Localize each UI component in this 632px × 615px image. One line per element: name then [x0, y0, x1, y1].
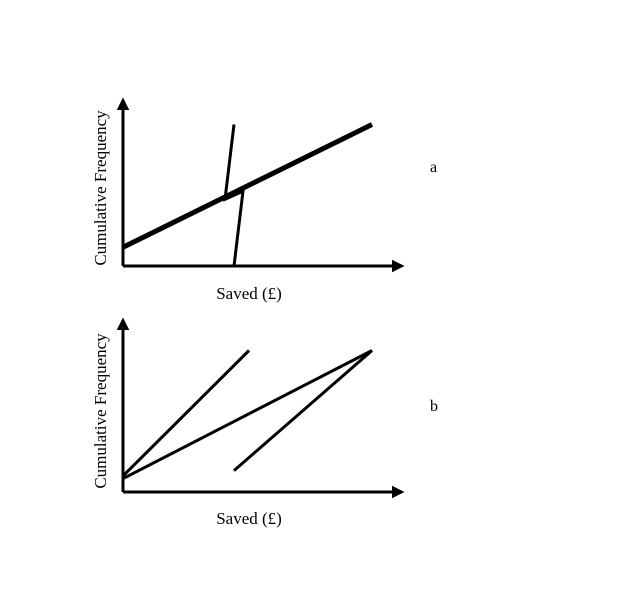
series-line-1 [121, 122, 374, 250]
panel-label-b: b [430, 398, 438, 415]
y-axis-title: Cumulative Frequency [91, 333, 110, 489]
series-line-2 [223, 124, 245, 267]
series-group [121, 349, 373, 480]
chart-panel-a: Cumulative Frequency Saved (£) a [91, 97, 437, 303]
series-line-1 [121, 349, 251, 478]
x-axis-title: Saved (£) [216, 509, 282, 528]
chart-panel-b: Cumulative Frequency Saved (£) b [91, 317, 438, 528]
series-group [121, 122, 374, 267]
y-axis-title: Cumulative Frequency [91, 110, 110, 266]
series-line-3 [233, 349, 373, 472]
x-axis-title: Saved (£) [216, 284, 282, 303]
panel-label-a: a [430, 159, 437, 176]
series-line-2 [122, 349, 373, 480]
